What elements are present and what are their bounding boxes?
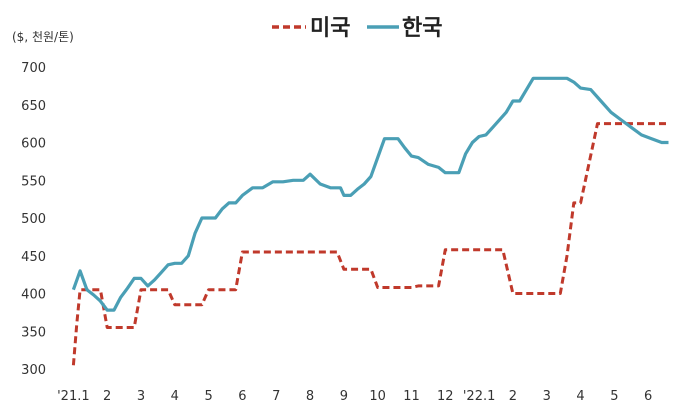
y-tick-label: 550	[21, 174, 46, 189]
y-tick-label: 650	[21, 99, 46, 114]
unit-label: ($, 천원/톤)	[12, 29, 74, 44]
y-tick-label: 300	[21, 363, 46, 378]
x-tick-label: 9	[340, 389, 348, 404]
x-tick-label: 2	[509, 389, 517, 404]
x-tick-label: 5	[204, 389, 212, 404]
y-tick-label: 700	[21, 61, 46, 76]
y-tick-label: 350	[21, 325, 46, 340]
x-tick-label: 7	[272, 389, 280, 404]
x-tick-label: 10	[369, 389, 386, 404]
x-tick-label: 2	[103, 389, 111, 404]
x-tick-label: 12	[437, 389, 454, 404]
x-tick-label: 4	[171, 389, 179, 404]
y-axis-ticks: 300 350 400 450 500 550 600 650 700	[21, 61, 46, 378]
y-tick-label: 600	[21, 137, 46, 152]
y-tick-label: 450	[21, 250, 46, 265]
x-tick-label: 5	[610, 389, 618, 404]
x-tick-label: 11	[403, 389, 420, 404]
y-tick-label: 500	[21, 212, 46, 227]
series-line-us	[71, 122, 669, 366]
x-axis-ticks: '21.1 2 3 4 5 6 7 8 9 10 11 12 '22.1 2 3 4 5 6	[57, 389, 652, 404]
x-tick-label: 3	[137, 389, 145, 404]
x-tick-label: 6	[644, 389, 652, 404]
legend: 미국 한국	[272, 16, 442, 41]
series-layer	[71, 76, 669, 366]
legend-label-us: 미국	[310, 16, 350, 41]
x-tick-label: '22.1	[463, 389, 496, 404]
series-line-korea	[71, 76, 669, 312]
y-tick-label: 400	[21, 288, 46, 303]
x-tick-label: 3	[543, 389, 551, 404]
x-tick-label: 4	[576, 389, 584, 404]
legend-label-korea: 한국	[402, 16, 442, 41]
x-tick-label: 8	[306, 389, 314, 404]
x-tick-label: 6	[238, 389, 246, 404]
x-tick-label: '21.1	[57, 389, 90, 404]
